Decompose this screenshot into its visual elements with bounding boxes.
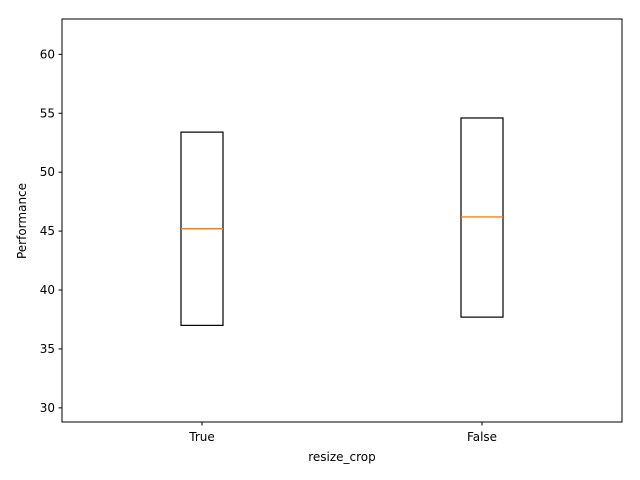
y-tick-label: 50 [40, 165, 55, 179]
y-tick-label: 45 [40, 224, 55, 238]
boxes [180, 117, 504, 326]
x-axis: True False [188, 422, 497, 444]
x-tick-label: True [188, 430, 215, 444]
plot-area [61, 18, 623, 423]
y-tick-label: 55 [40, 106, 55, 120]
y-tick-label: 35 [40, 342, 55, 356]
y-tick-label: 60 [40, 47, 55, 61]
y-tick-label: 40 [40, 283, 55, 297]
x-axis-label: resize_crop [308, 450, 376, 464]
y-tick-label: 30 [40, 401, 55, 415]
y-axis: 30 35 40 45 50 55 60 [40, 47, 62, 415]
x-tick-label: False [467, 430, 497, 444]
y-axis-label: Performance [15, 183, 29, 259]
